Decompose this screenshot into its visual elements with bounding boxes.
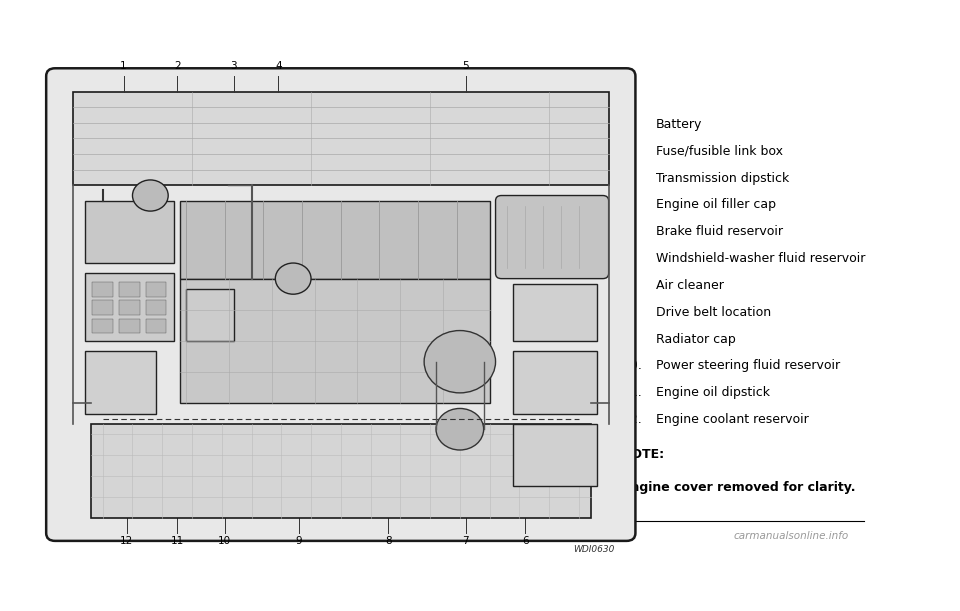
Text: 8: 8 bbox=[385, 536, 392, 546]
Text: 10: 10 bbox=[218, 536, 231, 546]
Text: 10.: 10. bbox=[622, 359, 642, 372]
Text: 12.: 12. bbox=[622, 413, 642, 426]
Text: 11: 11 bbox=[171, 536, 183, 546]
Text: 1: 1 bbox=[120, 60, 127, 71]
Text: 8-6    Maintenance and do-it-yourself: 8-6 Maintenance and do-it-yourself bbox=[136, 526, 369, 539]
Text: 2: 2 bbox=[174, 60, 180, 71]
Text: 12: 12 bbox=[120, 536, 133, 546]
Bar bbox=[146, 282, 166, 297]
Bar bbox=[146, 301, 166, 315]
Bar bbox=[514, 424, 597, 486]
FancyBboxPatch shape bbox=[46, 68, 636, 541]
Text: 9.: 9. bbox=[622, 332, 634, 346]
Text: 8.: 8. bbox=[622, 306, 635, 319]
Text: 3.: 3. bbox=[622, 172, 634, 185]
Bar bbox=[180, 201, 490, 279]
Bar bbox=[92, 282, 113, 297]
Text: 1.: 1. bbox=[622, 118, 634, 131]
Text: 5.: 5. bbox=[622, 225, 635, 238]
Text: 11.: 11. bbox=[622, 386, 642, 399]
Circle shape bbox=[276, 263, 311, 295]
Bar bbox=[92, 318, 113, 333]
Text: Brake fluid reservoir: Brake fluid reservoir bbox=[656, 225, 782, 238]
Text: WDI0630: WDI0630 bbox=[573, 545, 614, 554]
Bar bbox=[180, 279, 490, 403]
Bar bbox=[92, 301, 113, 315]
Circle shape bbox=[436, 409, 484, 450]
Text: 9: 9 bbox=[296, 536, 302, 546]
Text: Fuse/fusible link box: Fuse/fusible link box bbox=[656, 145, 782, 158]
Text: Air cleaner: Air cleaner bbox=[656, 279, 724, 292]
Text: 4: 4 bbox=[275, 60, 281, 71]
Text: Engine cover removed for clarity.: Engine cover removed for clarity. bbox=[622, 481, 855, 494]
Text: NOTE:: NOTE: bbox=[622, 448, 665, 461]
Text: 6.: 6. bbox=[622, 252, 634, 265]
Bar bbox=[84, 274, 174, 341]
Text: 2.: 2. bbox=[622, 145, 634, 158]
Bar bbox=[514, 351, 597, 414]
Text: Engine coolant reservoir: Engine coolant reservoir bbox=[656, 413, 808, 426]
Text: 7: 7 bbox=[463, 536, 469, 546]
Text: Power steering fluid reservoir: Power steering fluid reservoir bbox=[656, 359, 840, 372]
Text: 6: 6 bbox=[522, 536, 529, 546]
Text: Engine oil filler cap: Engine oil filler cap bbox=[656, 199, 776, 211]
Text: Transmission dipstick: Transmission dipstick bbox=[656, 172, 789, 185]
Text: Battery: Battery bbox=[656, 118, 702, 131]
Text: 5: 5 bbox=[463, 60, 469, 71]
Text: LOCATIONS: LOCATIONS bbox=[136, 103, 225, 117]
Text: 3: 3 bbox=[230, 60, 237, 71]
Bar bbox=[84, 351, 156, 414]
Text: ENGINE COMPARTMENT CHECK: ENGINE COMPARTMENT CHECK bbox=[136, 85, 377, 99]
Text: carmanualsonline.info: carmanualsonline.info bbox=[733, 532, 849, 541]
Text: Engine oil dipstick: Engine oil dipstick bbox=[656, 386, 770, 399]
Text: 7.: 7. bbox=[622, 279, 635, 292]
Bar bbox=[186, 289, 233, 341]
Bar bbox=[150, 101, 618, 506]
Text: Windshield-washer fluid reservoir: Windshield-washer fluid reservoir bbox=[656, 252, 865, 265]
Bar bbox=[146, 318, 166, 333]
FancyBboxPatch shape bbox=[495, 196, 609, 279]
Circle shape bbox=[132, 180, 168, 211]
Bar bbox=[84, 200, 174, 263]
Bar bbox=[73, 92, 609, 185]
Bar bbox=[119, 301, 139, 315]
Bar bbox=[91, 424, 590, 518]
Text: Radiator cap: Radiator cap bbox=[656, 332, 735, 346]
Text: Drive belt location: Drive belt location bbox=[656, 306, 771, 319]
Bar bbox=[119, 282, 139, 297]
Text: 4.: 4. bbox=[622, 199, 634, 211]
Bar bbox=[119, 318, 139, 333]
Bar bbox=[514, 284, 597, 341]
Circle shape bbox=[424, 331, 495, 393]
